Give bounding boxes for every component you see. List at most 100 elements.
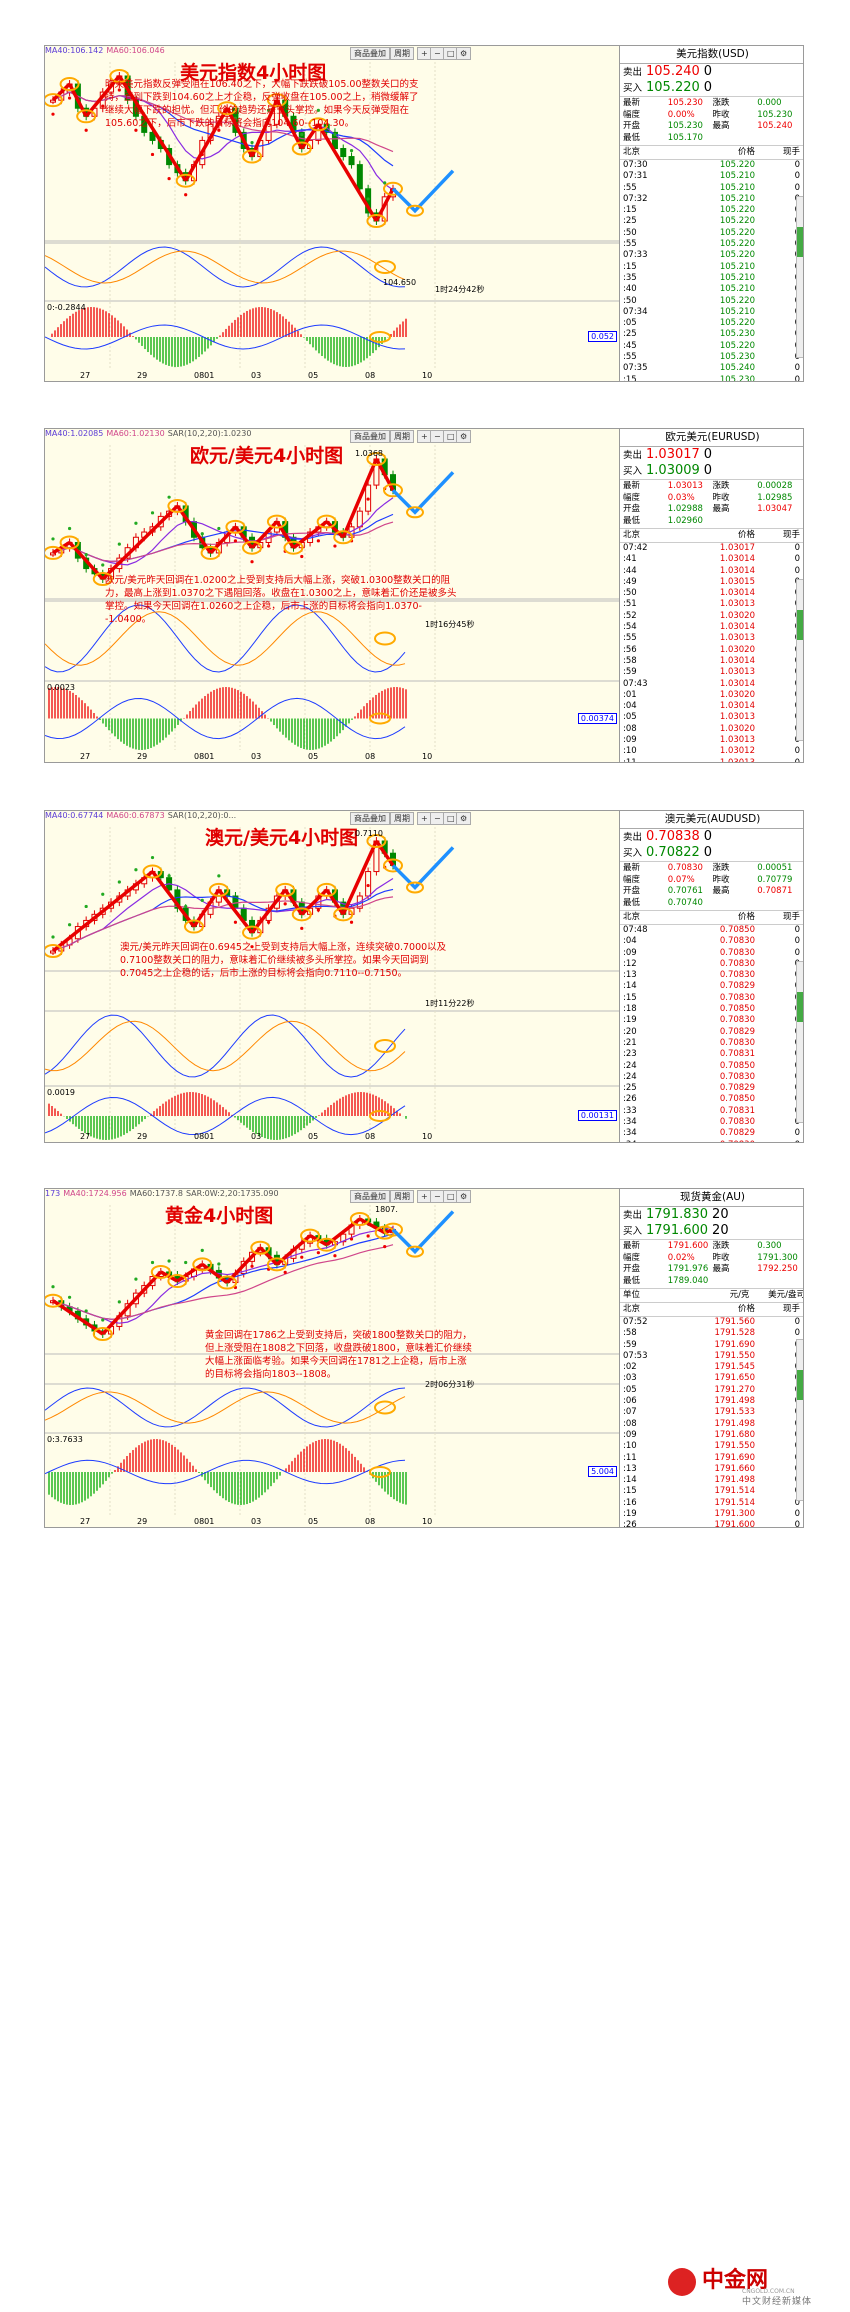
settings-icon[interactable]: ⚙ bbox=[456, 47, 472, 60]
tick-row: :19 1791.300 0 bbox=[620, 1509, 803, 1520]
scrollbar-thumb[interactable] bbox=[797, 610, 803, 640]
sar-dot bbox=[51, 935, 55, 939]
indicator-value-box: 5.004 bbox=[588, 1466, 617, 1477]
tick-price: 105.220 bbox=[719, 216, 755, 227]
tick-row: :04 0.70830 0 bbox=[620, 936, 803, 947]
tick-volume: 0 bbox=[794, 1128, 800, 1139]
tick-price: 1.03012 bbox=[719, 746, 755, 757]
tick-row: :33 0.708310 bbox=[620, 1106, 803, 1117]
pivot-circle bbox=[59, 535, 80, 550]
scrollbar-thumb[interactable] bbox=[797, 1370, 803, 1400]
sell-price-row: 卖出 0.70838 0 bbox=[620, 829, 803, 845]
settings-icon[interactable]: ⚙ bbox=[456, 812, 472, 825]
unit-switch-row[interactable]: 单位 元/克 美元/盎司 bbox=[620, 1289, 804, 1303]
pivot-circle bbox=[76, 109, 97, 124]
topbar-indicator-label: SAR(10,2,20):1.0230 bbox=[167, 429, 252, 438]
trend-arrow bbox=[300, 888, 328, 916]
period-button[interactable]: 周期 bbox=[390, 47, 414, 60]
tick-price: 0.70829 bbox=[719, 1026, 755, 1037]
sar-dot bbox=[117, 1300, 121, 1304]
sar-dot bbox=[283, 902, 287, 906]
overlay-button[interactable]: 商品叠加 bbox=[350, 1190, 390, 1203]
price-chart[interactable]: 173 MA40:1724.956 MA60:1737.8 SAR:0W:2,20:1… bbox=[45, 1189, 620, 1527]
scrollbar-thumb[interactable] bbox=[797, 992, 803, 1022]
oscillator-line bbox=[45, 1387, 406, 1428]
buy-price-row: 买入 1791.600 20 bbox=[620, 1223, 803, 1239]
zoom-in-icon[interactable]: + bbox=[417, 1190, 432, 1203]
trend-arrow bbox=[101, 504, 179, 581]
stat-value: 0.000 bbox=[757, 98, 782, 108]
column-header: 北京 bbox=[623, 912, 641, 922]
tick-table-header: 北京 价格 现手 bbox=[620, 911, 803, 925]
tick-row: :55 105.210 0 bbox=[620, 183, 803, 194]
sar-dot bbox=[300, 926, 304, 930]
tick-volume: 0 bbox=[755, 758, 800, 762]
tick-row: :03 1791.6500 bbox=[620, 1373, 803, 1384]
tick-volume: 0 bbox=[755, 1385, 800, 1396]
tick-price: 105.210 bbox=[719, 193, 755, 204]
sar-dot bbox=[366, 497, 370, 501]
analysis-note: 欧元/美元昨天回调在1.0200之上受到支持后大幅上涨，突破1.0300整数关口… bbox=[105, 575, 457, 625]
tick-volume: 0 bbox=[755, 1015, 800, 1026]
unit-option[interactable]: 元/克 bbox=[729, 1290, 750, 1300]
stat-label: 最新 bbox=[623, 1241, 641, 1251]
period-button[interactable]: 周期 bbox=[390, 812, 414, 825]
settings-icon[interactable]: ⚙ bbox=[456, 1190, 472, 1203]
price-chart[interactable]: MA40:106.142 MA60:106.046 商品叠加 周期 + − □ ⚙ 美元指数4小… bbox=[45, 46, 620, 381]
stat-value: 0.03% bbox=[667, 492, 695, 503]
price-chart[interactable]: MA40:0.67744 MA60:0.67873 SAR(10,2,20):0..… bbox=[45, 811, 620, 1142]
sar-dot bbox=[67, 526, 72, 531]
sell-price-row: 卖出 1.03017 0 bbox=[620, 447, 803, 463]
settings-icon[interactable]: ⚙ bbox=[456, 430, 472, 443]
overlay-button[interactable]: 商品叠加 bbox=[350, 812, 390, 825]
candle bbox=[340, 148, 347, 158]
tick-volume: 0 bbox=[755, 318, 800, 329]
quote-scrollbar[interactable] bbox=[796, 961, 803, 1123]
column-header: 现手 bbox=[782, 147, 800, 157]
quote-scrollbar[interactable] bbox=[796, 579, 803, 741]
overlay-button[interactable]: 商品叠加 bbox=[350, 47, 390, 60]
pivot-circle bbox=[266, 93, 287, 108]
trend-arrow bbox=[316, 123, 378, 222]
unit-option[interactable]: 单位 bbox=[623, 1290, 641, 1300]
stat-label bbox=[713, 1276, 758, 1288]
indicator-topbar: MA40:1.02085 MA60:1.02130 SAR(10,2,20):1.0… bbox=[45, 429, 619, 445]
tick-time: :05 bbox=[623, 1384, 637, 1395]
scrollbar-thumb[interactable] bbox=[797, 227, 803, 257]
pivot-circle bbox=[366, 834, 387, 848]
tick-price: 0.70830 bbox=[719, 1037, 755, 1048]
x-axis-tick-label: 08 bbox=[365, 752, 376, 761]
stat-label: 涨跌 bbox=[712, 1241, 730, 1251]
trend-arrow bbox=[101, 1270, 163, 1336]
sell-price-row: 卖出 1791.830 20 bbox=[620, 1207, 803, 1223]
stat-label: 最高 bbox=[712, 886, 730, 896]
overlay-button[interactable]: 商品叠加 bbox=[350, 430, 390, 443]
indicator-scale-label: 0:-0.2844 bbox=[47, 303, 86, 312]
fit-icon[interactable]: □ bbox=[443, 430, 459, 443]
pivot-circle bbox=[374, 1400, 396, 1415]
oscillator-line bbox=[45, 1014, 406, 1078]
quote-scrollbar[interactable] bbox=[796, 196, 803, 358]
topbar-indicator-label: MA60:1.02130 bbox=[106, 429, 165, 438]
stat-label: 涨跌 bbox=[712, 481, 730, 491]
column-header: 北京 bbox=[623, 530, 641, 540]
tick-price: 105.210 bbox=[719, 261, 755, 272]
tick-time: 07:35 bbox=[623, 363, 648, 374]
x-axis-tick-label: 29 bbox=[137, 752, 148, 761]
tick-time: :13 bbox=[623, 1463, 637, 1474]
fit-icon[interactable]: □ bbox=[443, 47, 459, 60]
pivot-circle bbox=[300, 1228, 321, 1243]
tick-row: 07:35 105.240 0 bbox=[620, 363, 803, 374]
price-chart[interactable]: MA40:1.02085 MA60:1.02130 SAR(10,2,20):1.0… bbox=[45, 429, 620, 762]
unit-option[interactable]: 美元/盎司 bbox=[768, 1290, 804, 1300]
column-header: 北京 bbox=[623, 147, 641, 157]
tick-price: 1791.550 bbox=[714, 1441, 755, 1452]
quote-scrollbar[interactable] bbox=[796, 1339, 803, 1501]
zoom-in-icon[interactable]: + bbox=[417, 47, 432, 60]
period-button[interactable]: 周期 bbox=[390, 1190, 414, 1203]
period-button[interactable]: 周期 bbox=[390, 430, 414, 443]
pivot-circle bbox=[266, 1257, 287, 1272]
